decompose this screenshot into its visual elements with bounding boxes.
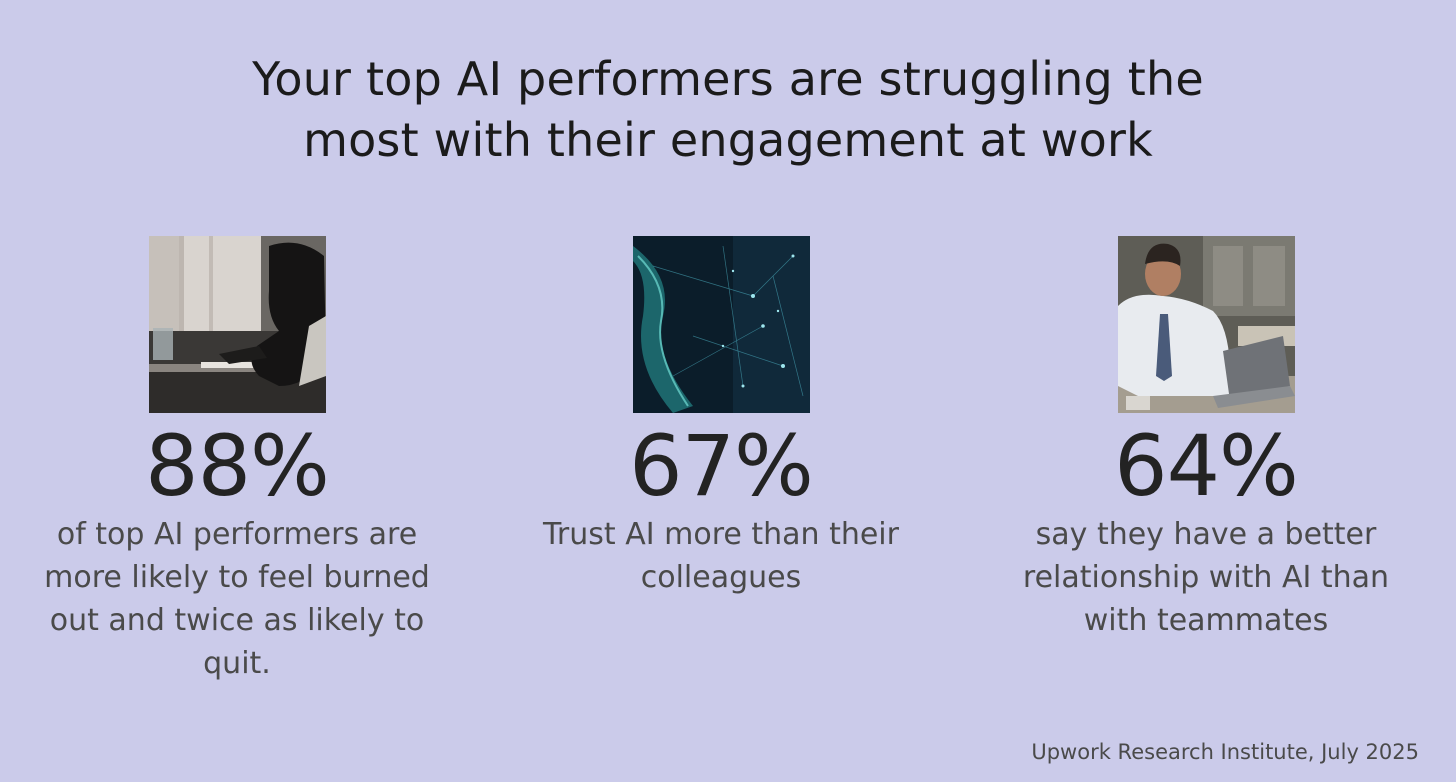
source-citation: Upwork Research Institute, July 2025: [1031, 740, 1419, 764]
stat-caption-trust: Trust AI more than their colleagues: [543, 517, 899, 595]
stat-card-burnout: 88% of top AI performers are more likely…: [27, 236, 447, 685]
stat-card-trust: 67% Trust AI more than their colleagues: [511, 236, 931, 599]
stat-card-relationship: 64% say they have a better relationship …: [996, 236, 1416, 642]
stat-value-trust: 67%: [629, 417, 814, 515]
title-line-1: Your top AI performers are struggling th…: [252, 51, 1204, 106]
stat-value-relationship: 64%: [1114, 417, 1299, 515]
title-line-2: most with their engagement at work: [303, 112, 1153, 167]
stressed-person-at-desk-photo: [148, 236, 326, 413]
stat-value-burnout: 88%: [145, 417, 330, 515]
digital-network-particles-photo: [632, 236, 810, 413]
man-working-on-laptop-photo: [1117, 236, 1295, 413]
stat-caption-burnout: of top AI performers are more likely to …: [44, 517, 430, 681]
stat-caption-relationship: say they have a better relationship with…: [1022, 517, 1390, 638]
page-title: Your top AI performers are struggling th…: [0, 49, 1456, 171]
